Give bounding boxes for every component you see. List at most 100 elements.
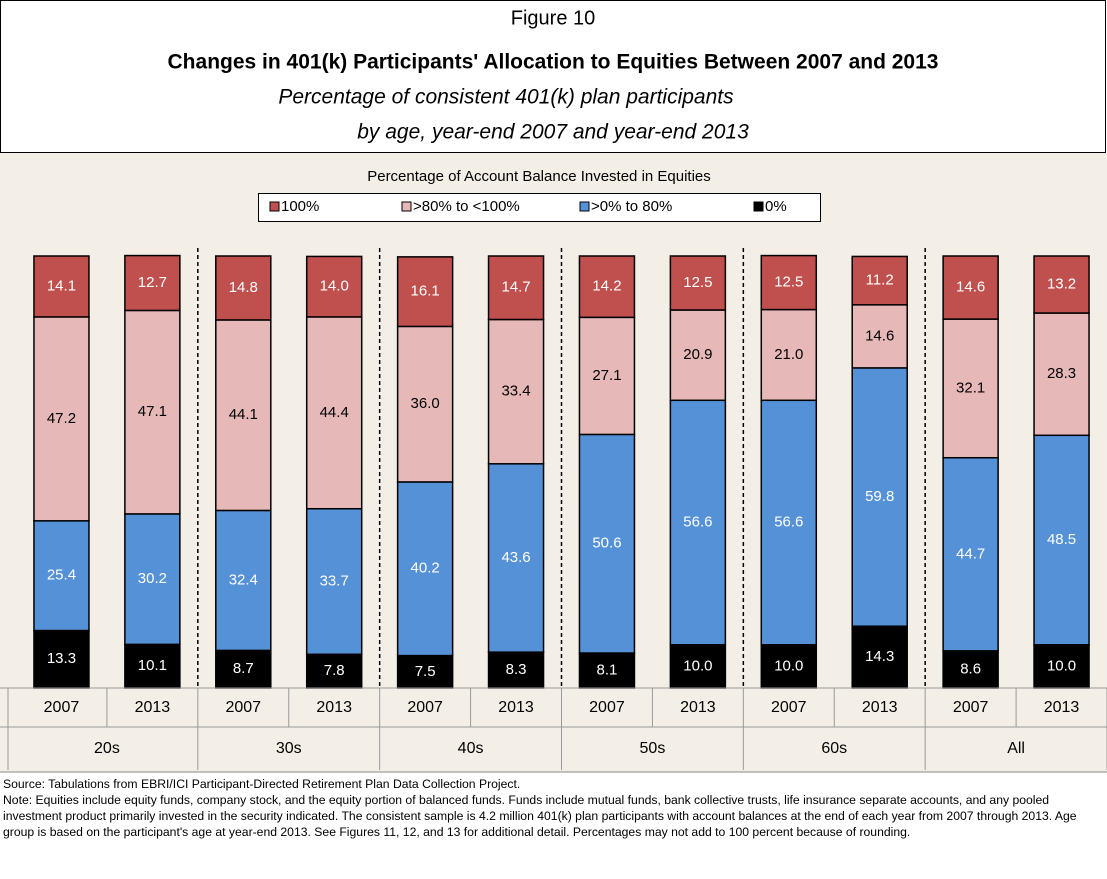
value-label: 10.1 [138, 657, 167, 674]
value-label: 27.1 [592, 367, 621, 384]
x-tick-label: 2013 [680, 699, 716, 716]
source: Source: Tabulations from EBRI/ICI Partic… [3, 777, 521, 791]
value-label: 11.2 [866, 272, 894, 289]
bar-segment [396, 481, 454, 657]
bar-segment [305, 507, 363, 656]
bar-segment [851, 255, 908, 306]
legend-title: Percentage of Account Balance Invested i… [367, 168, 711, 185]
group-label: 40s [458, 740, 484, 757]
group-label: 20s [94, 740, 120, 757]
bar-segment [578, 255, 636, 319]
bar-segment [305, 316, 363, 510]
value-label: 14.8 [229, 279, 258, 296]
value-label: 16.1 [411, 283, 440, 300]
value-label: 32.1 [956, 379, 985, 396]
value-label: 7.5 [415, 663, 436, 680]
value-label: 10.0 [1047, 657, 1076, 674]
bar-segment [578, 433, 636, 654]
legend-box [258, 193, 821, 222]
x-tick-label: 2013 [498, 699, 534, 716]
bar-segment [1033, 644, 1090, 689]
group-label: 60s [821, 740, 847, 757]
value-label: 20.9 [683, 346, 712, 363]
bar-segment [851, 304, 908, 369]
bar-segment [760, 308, 818, 402]
bar-segment [578, 652, 636, 689]
plot-background [0, 153, 1107, 772]
value-label: 44.7 [956, 545, 985, 562]
subtitle: by age, year-end 2007 and year-end 2013 [357, 121, 749, 144]
bar-segment [669, 255, 727, 311]
value-label: 12.5 [683, 274, 712, 291]
value-label: 14.6 [865, 327, 894, 344]
bar-segment [487, 651, 545, 689]
chart-title: Changes in 401(k) Participants' Allocati… [168, 51, 939, 74]
bar-segment [215, 255, 272, 321]
value-label: 14.3 [865, 648, 894, 665]
value-label: 10.0 [683, 657, 712, 674]
value-label: 14.1 [47, 277, 76, 294]
legend-label: >80% to <100% [413, 198, 520, 215]
bar-segment [851, 367, 908, 627]
bar-segment [1033, 255, 1090, 314]
x-tick-label: 2013 [135, 699, 171, 716]
bar-segment [33, 255, 90, 318]
title-box [0, 0, 1106, 153]
bar-segment [396, 654, 454, 689]
subtitle: Percentage of consistent 401(k) plan par… [278, 86, 734, 109]
value-label: 13.3 [47, 650, 76, 667]
x-tick-label: 2007 [225, 699, 261, 716]
value-label: 32.4 [229, 571, 258, 588]
value-label: 28.3 [1047, 365, 1076, 382]
value-label: 33.7 [320, 572, 349, 589]
value-label: 56.6 [774, 514, 803, 531]
value-label: 8.6 [960, 660, 981, 677]
legend-label: 100% [281, 198, 319, 215]
bar-segment [215, 509, 272, 652]
value-label: 33.4 [501, 383, 530, 400]
bar-segment [124, 254, 181, 312]
value-label: 10.0 [774, 657, 803, 674]
value-label: 8.1 [597, 661, 618, 678]
bar-segment [487, 318, 545, 465]
legend-swatch [753, 201, 764, 212]
value-label: 12.7 [138, 274, 167, 291]
value-label: 21.0 [774, 346, 803, 363]
note: Note: Equities include equity funds, com… [3, 793, 1077, 839]
legend-label: >0% to 80% [591, 198, 672, 215]
x-tick-label: 2007 [953, 699, 989, 716]
value-label: 14.2 [592, 278, 621, 295]
value-label: 44.1 [229, 406, 258, 423]
value-label: 14.6 [956, 279, 985, 296]
value-label: 8.7 [233, 660, 254, 677]
bar-segment [215, 319, 272, 512]
bar-segment [124, 309, 181, 515]
legend-swatch [269, 201, 280, 212]
value-label: 36.0 [411, 395, 440, 412]
value-label: 14.7 [501, 279, 530, 296]
bar-segment [1033, 434, 1090, 646]
x-tick-label: 2007 [407, 699, 443, 716]
bar-segment [305, 255, 363, 318]
footer: Source: Tabulations from EBRI/ICI Partic… [3, 776, 1103, 840]
bar-segment [487, 255, 545, 321]
value-label: 13.2 [1047, 275, 1076, 292]
group-label: 50s [640, 740, 666, 757]
bar-segment [1033, 312, 1090, 437]
x-tick-label: 2007 [589, 699, 625, 716]
value-label: 43.6 [501, 549, 530, 566]
legend-swatch [401, 201, 412, 212]
bar-segment [942, 255, 999, 320]
bar-segment [760, 399, 818, 646]
value-label: 47.1 [138, 403, 167, 420]
legend-label: 0% [765, 198, 787, 215]
value-label: 12.5 [774, 274, 803, 291]
value-label: 56.6 [683, 514, 712, 531]
x-tick-label: 2013 [316, 699, 352, 716]
bar-segment [760, 644, 818, 689]
value-label: 40.2 [411, 560, 440, 577]
x-tick-label: 2007 [44, 699, 80, 716]
bar-segment [942, 318, 999, 459]
